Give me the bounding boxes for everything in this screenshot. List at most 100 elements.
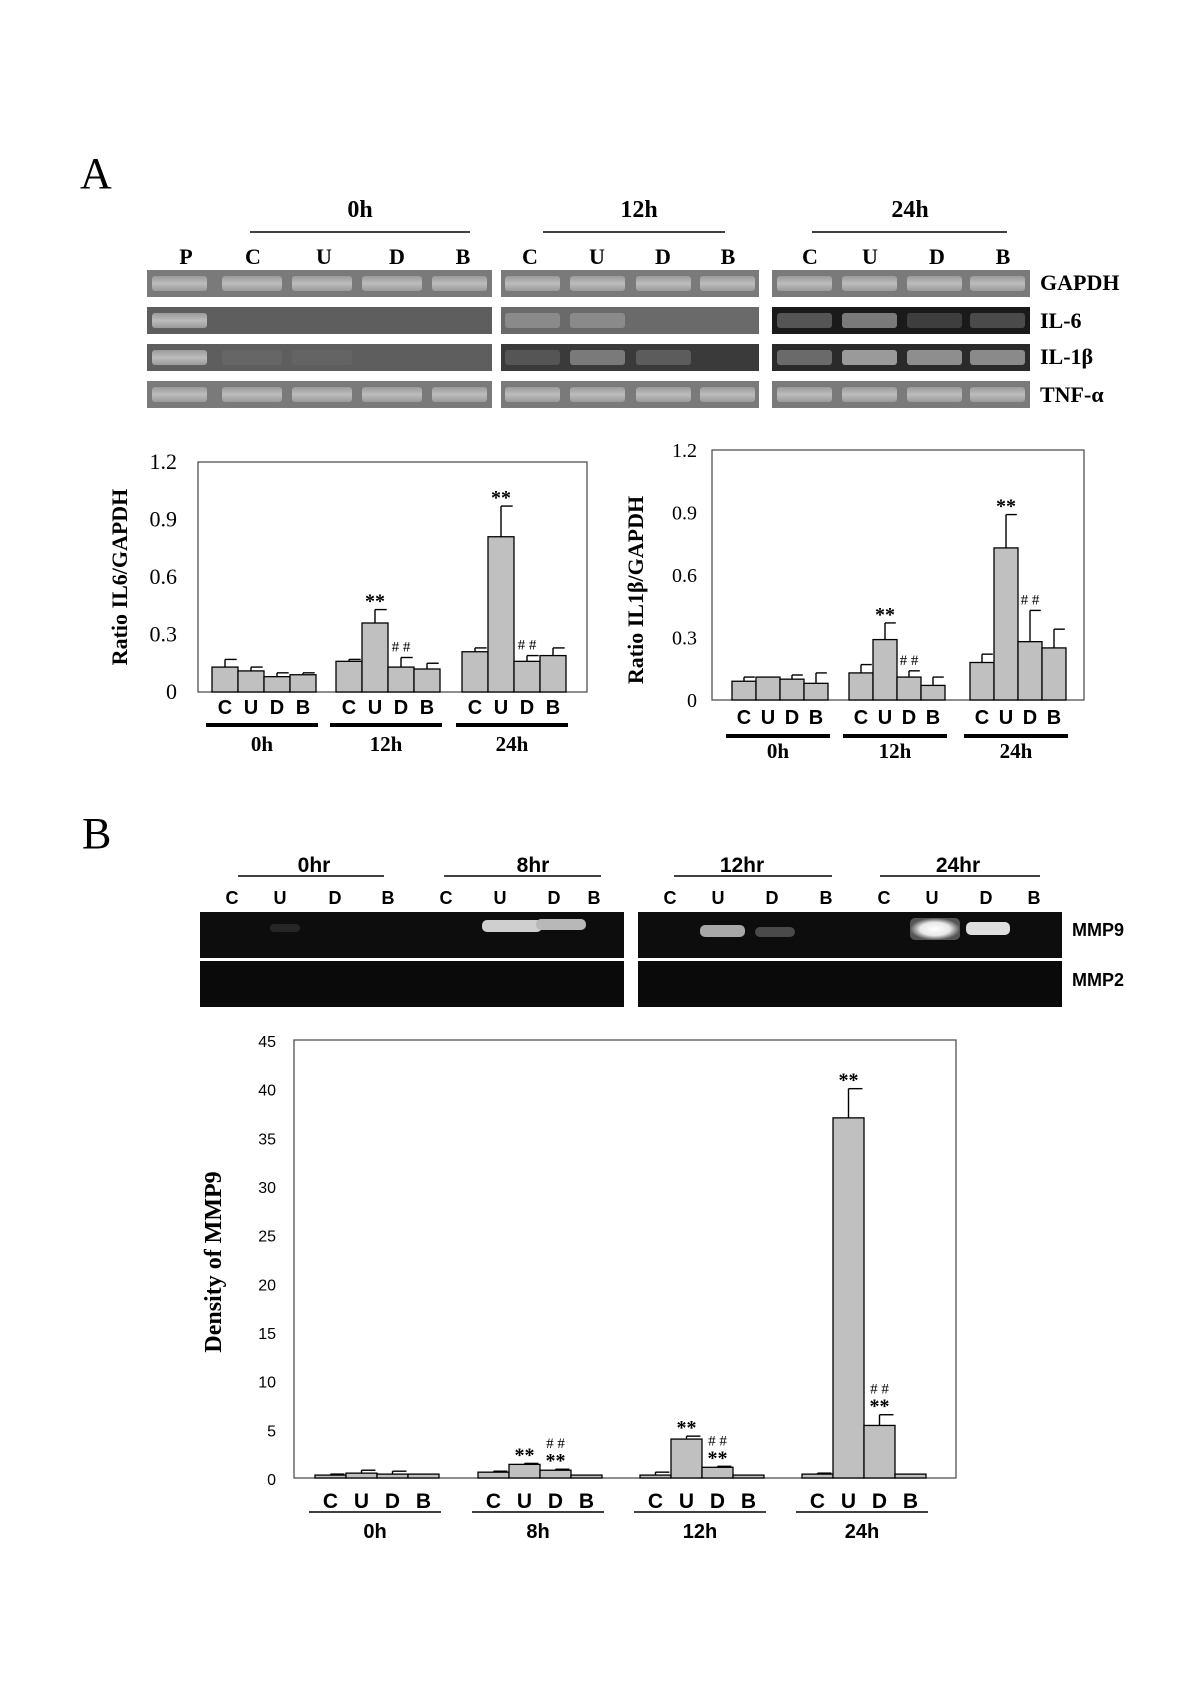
bar	[670, 1438, 703, 1479]
lane-label: D	[929, 244, 945, 269]
plot-frame	[197, 461, 588, 693]
y-tick-label: 0.6	[672, 565, 697, 587]
gel-b-strip	[200, 912, 624, 958]
y-tick-label: 0.6	[150, 564, 178, 589]
gel-band	[152, 313, 207, 328]
lane-label: U	[926, 888, 939, 908]
significance-mark: **	[839, 1070, 859, 1092]
gel-band	[842, 387, 897, 402]
lane-label: C	[245, 244, 261, 269]
category-label: C	[810, 1490, 825, 1513]
gel-band	[970, 387, 1025, 402]
y-tick-label: 40	[258, 1083, 276, 1100]
gel-band	[482, 920, 542, 932]
gel-band	[432, 276, 487, 291]
bar	[487, 536, 515, 693]
y-tick-label: 1.2	[150, 449, 178, 474]
gel-band	[777, 387, 832, 402]
category-label: B	[1047, 707, 1061, 729]
category-label: B	[903, 1490, 918, 1513]
gel-band	[570, 276, 625, 291]
category-label: C	[648, 1490, 663, 1513]
group-label: 12h	[879, 739, 912, 763]
bar	[863, 1424, 896, 1479]
category-label: U	[679, 1490, 694, 1513]
gel-band	[842, 313, 897, 328]
category-label: B	[546, 697, 560, 719]
bar	[376, 1473, 409, 1479]
lane-label: B	[721, 244, 736, 269]
y-tick-label: 0.9	[672, 503, 697, 525]
row-label: IL-6	[1040, 308, 1082, 333]
significance-mark: **	[491, 487, 511, 509]
category-label: D	[520, 697, 534, 719]
gel-band	[636, 387, 691, 402]
significance-mark: # #	[870, 1382, 889, 1398]
bar	[993, 547, 1019, 701]
y-tick-label: 0	[267, 1472, 276, 1489]
bar	[570, 1474, 603, 1479]
gel-band	[505, 350, 560, 365]
category-label: U	[878, 707, 892, 729]
bar	[755, 676, 781, 701]
y-tick-label: 0.3	[150, 622, 178, 647]
category-label: C	[975, 707, 989, 729]
y-tick-label: 20	[258, 1277, 276, 1294]
significance-mark: **	[708, 1447, 728, 1469]
lane-label: D	[980, 888, 993, 908]
row-label: IL-1β	[1040, 344, 1093, 369]
y-tick-label: 0	[687, 690, 697, 712]
gel-band	[777, 350, 832, 365]
gel-a-time-header: 12h	[620, 197, 657, 223]
gel-b-row-labels: MMP9 MMP2	[1072, 920, 1124, 990]
gel-b-strip	[200, 961, 624, 1007]
panel-label-b: B	[82, 809, 111, 858]
category-label: D	[394, 697, 408, 719]
bar	[361, 622, 389, 693]
gel-a-row-labels: GAPDH IL-6 IL-1β TNF-α	[1040, 270, 1119, 407]
y-tick-label: 0.9	[150, 507, 178, 532]
category-label: B	[926, 707, 940, 729]
category-label: C	[218, 697, 232, 719]
significance-mark: # #	[708, 1433, 727, 1449]
gel-a-lane-labels: P C U D B C U D B C U D B	[179, 244, 1010, 269]
gel-band	[536, 919, 586, 930]
lane-label: U	[862, 244, 878, 269]
lane-label: C	[440, 888, 453, 908]
gel-band	[777, 276, 832, 291]
category-label: D	[785, 707, 799, 729]
group-label: 12h	[683, 1521, 717, 1543]
category-label: U	[517, 1490, 532, 1513]
significance-mark: **	[875, 604, 895, 626]
gel-band	[636, 350, 691, 365]
bar	[732, 1474, 765, 1479]
bar	[1041, 647, 1067, 701]
significance-mark: **	[546, 1450, 566, 1472]
category-label: D	[270, 697, 284, 719]
panel-label-a: A	[80, 149, 112, 198]
gel-b-lane-labels: C U D B C U D B C U D B C U D B	[226, 888, 1041, 908]
row-label: GAPDH	[1040, 270, 1119, 295]
gel-band	[505, 276, 560, 291]
bar	[872, 638, 898, 701]
lane-label: C	[226, 888, 239, 908]
bar	[1017, 641, 1043, 701]
bar	[508, 1463, 541, 1479]
category-label: C	[854, 707, 868, 729]
gel-band	[842, 350, 897, 365]
category-label: U	[999, 707, 1013, 729]
significance-mark: # #	[518, 638, 537, 654]
gel-band	[362, 387, 422, 402]
group-label: 24h	[845, 1521, 879, 1543]
bar	[461, 651, 489, 693]
lane-label: D	[329, 888, 342, 908]
significance-mark: # #	[1021, 592, 1040, 608]
category-label: C	[468, 697, 482, 719]
bar	[894, 1473, 927, 1479]
category-label: B	[741, 1490, 756, 1513]
bar	[539, 654, 567, 693]
category-label: D	[1023, 707, 1037, 729]
lane-label: U	[712, 888, 725, 908]
gel-band	[842, 276, 897, 291]
y-tick-label: 30	[258, 1180, 276, 1197]
